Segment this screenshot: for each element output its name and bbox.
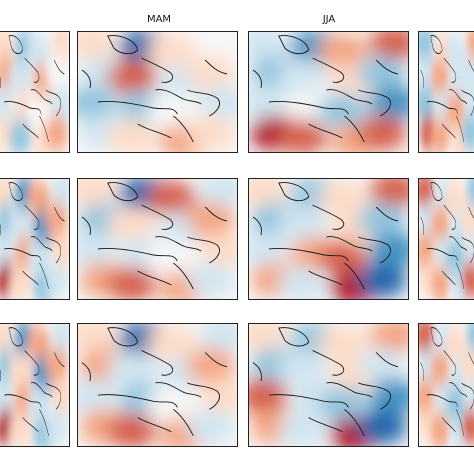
map-panel-r3c1 bbox=[0, 323, 70, 447]
map-panel-r3c4 bbox=[418, 323, 474, 447]
anomaly-field-r3c2 bbox=[78, 324, 237, 446]
anomaly-field-r2c4 bbox=[419, 179, 474, 299]
map-panel-r3c3 bbox=[248, 323, 409, 447]
map-panel-r1c1 bbox=[0, 31, 70, 153]
column-title-mam: MAM bbox=[146, 14, 172, 25]
anomaly-field-r2c2 bbox=[78, 179, 237, 299]
map-panel-r1c4 bbox=[418, 31, 474, 153]
anomaly-field-r2c3 bbox=[249, 179, 408, 299]
anomaly-field-r3c4 bbox=[419, 324, 474, 446]
map-panel-r2c3 bbox=[248, 178, 409, 300]
anomaly-field-r1c1 bbox=[0, 32, 69, 152]
map-panel-r1c3 bbox=[248, 31, 409, 153]
map-panel-r2c4 bbox=[418, 178, 474, 300]
anomaly-field-r1c2 bbox=[78, 32, 237, 152]
map-panel-r2c2 bbox=[77, 178, 238, 300]
anomaly-field-r1c3 bbox=[249, 32, 408, 152]
map-panel-r2c1 bbox=[0, 178, 70, 300]
anomaly-field-r2c1 bbox=[0, 179, 69, 299]
map-panel-r3c2 bbox=[77, 323, 238, 447]
anomaly-field-r3c3 bbox=[249, 324, 408, 446]
anomaly-field-r3c1 bbox=[0, 324, 69, 446]
map-panel-r1c2 bbox=[77, 31, 238, 153]
anomaly-field-r1c4 bbox=[419, 32, 474, 152]
column-title-jja: JJA bbox=[322, 14, 336, 25]
